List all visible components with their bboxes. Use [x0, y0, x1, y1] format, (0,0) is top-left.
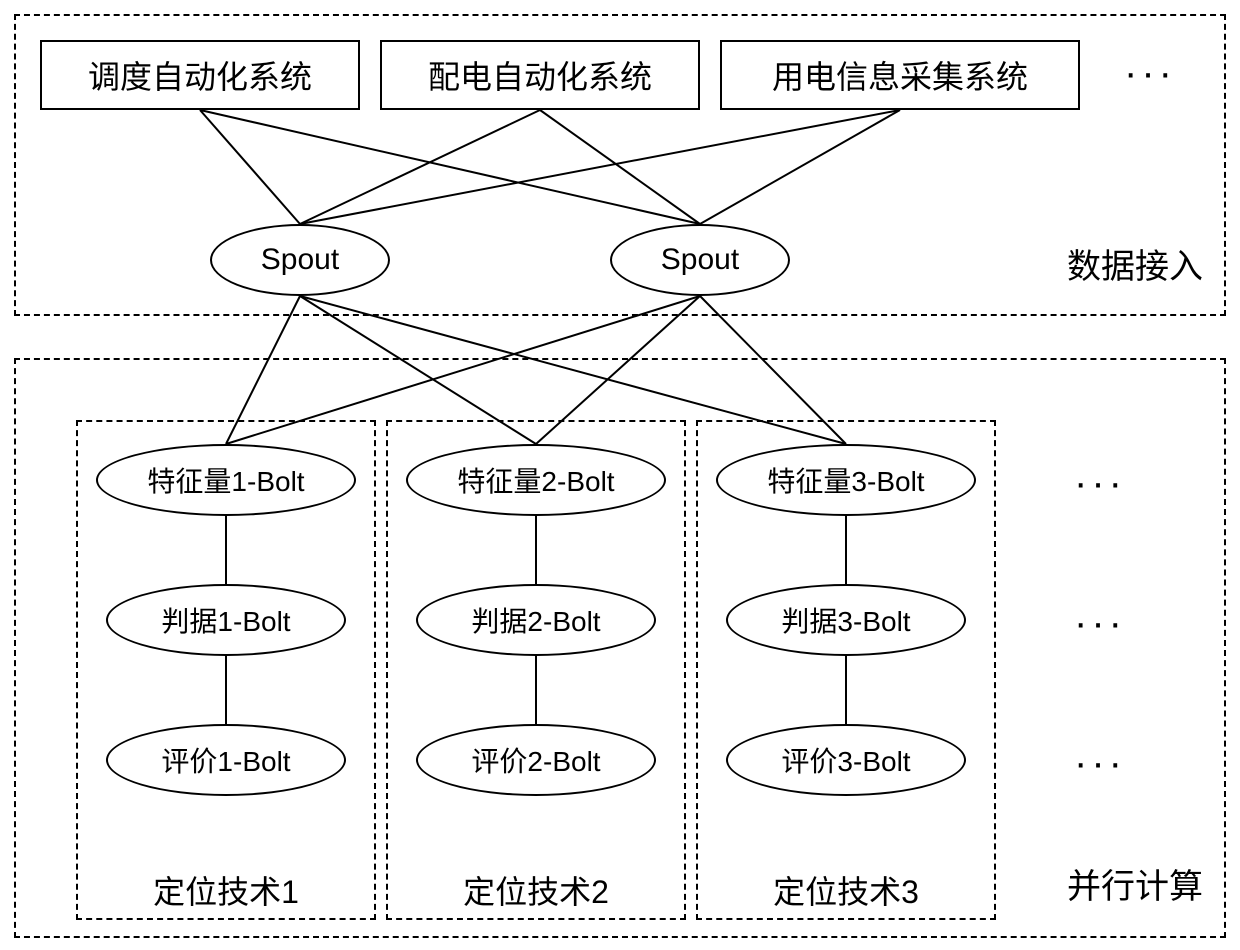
bolt-feature-3: 特征量3-Bolt [716, 444, 976, 516]
spout-2-label: Spout [661, 243, 739, 277]
source-3-label: 用电信息采集系统 [772, 52, 1028, 98]
column-2-title: 定位技术2 [446, 870, 626, 910]
bolt-criterion-2: 判据2-Bolt [416, 584, 656, 656]
row-ellipsis-3: ··· [1060, 738, 1140, 788]
spout-1-label: Spout [261, 243, 339, 277]
source-2-label: 配电自动化系统 [428, 52, 652, 98]
spout-1: Spout [210, 224, 390, 296]
source-1-label: 调度自动化系统 [88, 52, 312, 98]
region-bottom-label: 并行计算 [1050, 858, 1220, 908]
bolt-feature-2: 特征量2-Bolt [406, 444, 666, 516]
bolt-criterion-1: 判据1-Bolt [106, 584, 346, 656]
region-top-label: 数据接入 [1050, 238, 1220, 288]
column-3-title: 定位技术3 [756, 870, 936, 910]
column-1-title: 定位技术1 [136, 870, 316, 910]
bolt-eval-1: 评价1-Bolt [106, 724, 346, 796]
spout-2: Spout [610, 224, 790, 296]
row-ellipsis-1: ··· [1060, 458, 1140, 508]
bolt-eval-2: 评价2-Bolt [416, 724, 656, 796]
source-box-2: 配电自动化系统 [380, 40, 700, 110]
row-ellipsis-2: ··· [1060, 598, 1140, 648]
source-box-3: 用电信息采集系统 [720, 40, 1080, 110]
bolt-eval-3: 评价3-Bolt [726, 724, 966, 796]
bolt-criterion-3: 判据3-Bolt [726, 584, 966, 656]
source-box-1: 调度自动化系统 [40, 40, 360, 110]
diagram-root: 调度自动化系统 配电自动化系统 用电信息采集系统 ··· Spout Spout… [0, 0, 1240, 950]
bolt-feature-1: 特征量1-Bolt [96, 444, 356, 516]
sources-ellipsis: ··· [1110, 48, 1190, 98]
